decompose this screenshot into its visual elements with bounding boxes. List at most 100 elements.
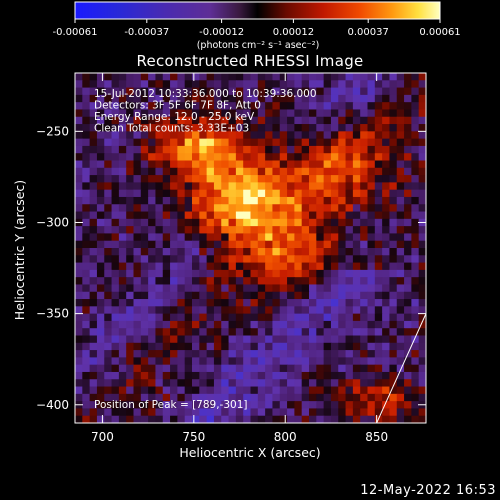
heatmap-cell	[192, 145, 200, 154]
heatmap-cell	[294, 94, 303, 103]
heatmap-cell	[199, 248, 208, 256]
heatmap-cell	[360, 313, 369, 322]
heatmap-cell	[170, 371, 178, 380]
heatmap-cell	[104, 320, 113, 329]
heatmap-cell	[155, 313, 164, 322]
heatmap-cell	[367, 94, 376, 103]
heatmap-cell	[148, 262, 157, 271]
heatmap-cell	[140, 262, 149, 271]
heatmap-cell	[126, 408, 135, 417]
heatmap-cell	[118, 415, 127, 423]
heatmap-cell	[184, 204, 193, 213]
heatmap-cell	[89, 160, 98, 169]
heatmap-cell	[75, 328, 83, 337]
heatmap-cell	[352, 364, 361, 373]
heatmap-cell	[257, 277, 266, 286]
heatmap-cell	[396, 175, 405, 183]
heatmap-cell	[338, 269, 347, 278]
heatmap-cell	[330, 153, 339, 162]
heatmap-cell	[309, 371, 317, 380]
heatmap-cell	[184, 299, 193, 307]
heatmap-cell	[148, 350, 157, 358]
heatmap-cell	[148, 109, 157, 118]
heatmap-cell	[235, 87, 244, 96]
heatmap-cell	[250, 342, 259, 351]
heatmap-cell	[250, 167, 259, 176]
heatmap-cell	[126, 73, 135, 81]
heatmap-cell	[235, 153, 244, 162]
heatmap-cell	[382, 386, 391, 395]
heatmap-cell	[396, 386, 405, 395]
heatmap-cell	[316, 211, 325, 220]
heatmap-cell	[257, 167, 266, 176]
heatmap-cell	[338, 73, 347, 81]
heatmap-cell	[309, 175, 317, 183]
heatmap-cell	[96, 306, 105, 315]
heatmap-cell	[96, 393, 105, 402]
heatmap-cell	[170, 248, 178, 256]
heatmap-cell	[316, 299, 325, 307]
heatmap-cell	[352, 255, 361, 264]
heatmap-cell	[360, 357, 369, 366]
heatmap-cell	[89, 80, 98, 89]
colorbar-unit-label: (photons cm⁻² s⁻¹ asec⁻²)	[197, 40, 320, 51]
heatmap-cell	[389, 87, 398, 96]
heatmap-cell	[250, 145, 259, 154]
heatmap-cell	[360, 306, 369, 315]
heatmap-cell	[148, 87, 157, 96]
heatmap-cell	[213, 182, 222, 191]
heatmap-cell	[352, 94, 361, 103]
heatmap-cell	[287, 313, 295, 322]
heatmap-cell	[235, 80, 244, 89]
heatmap-cell	[177, 328, 186, 337]
heatmap-cell	[235, 284, 244, 293]
heatmap-cell	[228, 204, 237, 213]
heatmap-cell	[96, 189, 105, 198]
heatmap-cell	[243, 393, 252, 402]
heatmap-cell	[111, 364, 120, 373]
heatmap-cell	[352, 386, 361, 395]
heatmap-cell	[228, 240, 237, 249]
heatmap-cell	[162, 94, 171, 103]
heatmap-cell	[396, 262, 405, 271]
heatmap-cell	[250, 386, 259, 395]
heatmap-cell	[374, 131, 383, 140]
heatmap-cell	[111, 145, 120, 154]
heatmap-cell	[118, 357, 127, 366]
heatmap-cell	[360, 233, 369, 242]
heatmap-cell	[184, 182, 193, 191]
heatmap-cell	[367, 335, 376, 344]
heatmap-cell	[133, 350, 142, 358]
heatmap-cell	[294, 153, 303, 162]
heatmap-cell	[235, 379, 244, 388]
heatmap-cell	[396, 393, 405, 402]
heatmap-cell	[316, 393, 325, 402]
heatmap-cell	[89, 218, 98, 227]
heatmap-cell	[389, 182, 398, 191]
heatmap-cell	[404, 248, 412, 256]
heatmap-cell	[301, 175, 310, 183]
heatmap-cell	[404, 291, 412, 300]
heatmap-cell	[265, 109, 274, 118]
heatmap-cell	[170, 189, 178, 198]
heatmap-cell	[279, 145, 288, 154]
heatmap-cell	[104, 342, 113, 351]
heatmap-cell	[279, 248, 288, 256]
heatmap-cell	[352, 401, 361, 410]
heatmap-cell	[330, 408, 339, 417]
heatmap-cell	[235, 233, 244, 242]
heatmap-cell	[221, 408, 230, 417]
heatmap-cell	[184, 124, 193, 132]
heatmap-cell	[177, 175, 186, 183]
heatmap-cell	[389, 116, 398, 125]
heatmap-cell	[345, 73, 354, 81]
heatmap-cell	[170, 73, 178, 81]
heatmap-cell	[206, 233, 215, 242]
heatmap-cell	[206, 248, 215, 256]
heatmap-cell	[382, 167, 391, 176]
heatmap-cell	[192, 277, 200, 286]
heatmap-cell	[126, 204, 135, 213]
heatmap-cell	[148, 80, 157, 89]
heatmap-cell	[243, 313, 252, 322]
heatmap-cell	[213, 328, 222, 337]
